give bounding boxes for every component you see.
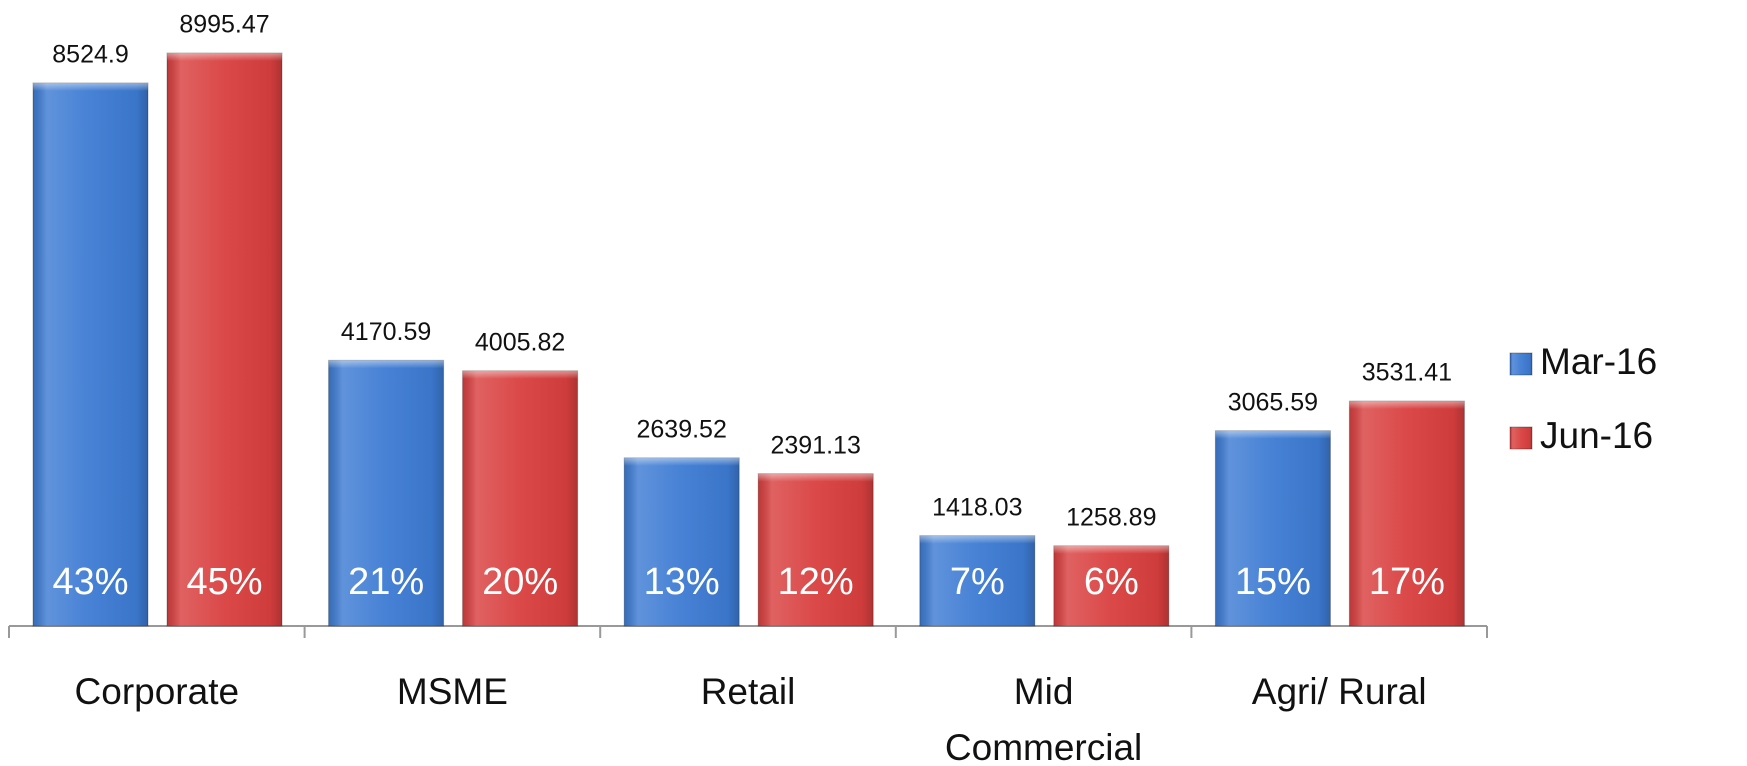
value-label: 4005.82 <box>475 328 565 356</box>
bar-top <box>462 370 578 379</box>
bar-top <box>1349 401 1465 410</box>
x-tick-label: Corporate <box>74 671 240 712</box>
bar-top <box>758 473 874 482</box>
bar-top <box>328 360 444 369</box>
bar-top <box>919 535 1035 544</box>
x-tick-label: Agri/ Rural <box>1251 671 1427 712</box>
share-label: 12% <box>778 561 854 603</box>
bar-shine <box>167 53 282 626</box>
bar-top <box>33 82 148 91</box>
value-label: 1418.03 <box>932 493 1022 521</box>
x-tick-label: Mid Commercial <box>944 671 1143 766</box>
bar-top <box>624 457 740 466</box>
share-label: 45% <box>186 561 262 603</box>
share-label: 43% <box>52 561 128 603</box>
x-tick-label: MSME <box>396 671 508 712</box>
bar-shine <box>1053 545 1169 626</box>
x-tick-label: Retail <box>700 671 796 712</box>
legend-swatch-shine <box>1510 427 1532 449</box>
bar-top <box>1215 430 1331 439</box>
bar-shine <box>919 535 1035 626</box>
value-label: 3065.59 <box>1228 388 1318 416</box>
value-label: 1258.89 <box>1066 503 1156 531</box>
share-label: 15% <box>1235 561 1311 603</box>
bar-shine <box>1215 430 1331 626</box>
bar-top <box>167 53 282 61</box>
value-label: 2639.52 <box>637 415 727 443</box>
value-label: 8995.47 <box>179 11 269 39</box>
bar-shine <box>328 360 444 626</box>
value-label: 3531.41 <box>1362 359 1452 387</box>
share-label: 17% <box>1369 561 1445 603</box>
value-label: 8524.9 <box>52 41 128 69</box>
bar-top <box>1053 545 1169 554</box>
share-label: 20% <box>482 561 558 603</box>
share-label: 21% <box>348 561 424 603</box>
legend-label: Mar-16 <box>1540 341 1657 382</box>
share-label: 7% <box>950 561 1005 603</box>
bar-shine <box>758 473 874 626</box>
share-label: 6% <box>1084 561 1139 603</box>
legend-swatch-shine <box>1510 353 1532 375</box>
share-label: 13% <box>644 561 720 603</box>
bar-shine <box>1349 401 1465 626</box>
bar-shine <box>33 82 148 626</box>
value-label: 2391.13 <box>771 431 861 459</box>
bar-shine <box>462 370 578 626</box>
value-label: 4170.59 <box>341 318 431 346</box>
bar-shine <box>624 457 740 626</box>
legend-label: Jun-16 <box>1540 415 1653 456</box>
